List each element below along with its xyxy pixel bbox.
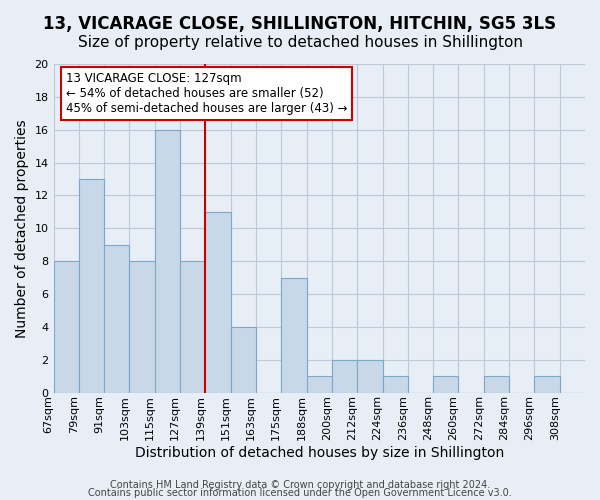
Bar xyxy=(155,130,180,392)
Bar xyxy=(332,360,357,392)
Text: Contains HM Land Registry data © Crown copyright and database right 2024.: Contains HM Land Registry data © Crown c… xyxy=(110,480,490,490)
Bar xyxy=(281,278,307,392)
Bar xyxy=(205,212,230,392)
Bar xyxy=(357,360,383,392)
Bar xyxy=(104,244,130,392)
Bar xyxy=(79,179,104,392)
Bar xyxy=(484,376,509,392)
Text: Contains public sector information licensed under the Open Government Licence v3: Contains public sector information licen… xyxy=(88,488,512,498)
X-axis label: Distribution of detached houses by size in Shillington: Distribution of detached houses by size … xyxy=(134,446,504,460)
Bar xyxy=(130,261,155,392)
Bar xyxy=(383,376,408,392)
Text: Size of property relative to detached houses in Shillington: Size of property relative to detached ho… xyxy=(77,35,523,50)
Text: 13 VICARAGE CLOSE: 127sqm
← 54% of detached houses are smaller (52)
45% of semi-: 13 VICARAGE CLOSE: 127sqm ← 54% of detac… xyxy=(66,72,347,115)
Bar xyxy=(53,261,79,392)
Bar xyxy=(433,376,458,392)
Text: 13, VICARAGE CLOSE, SHILLINGTON, HITCHIN, SG5 3LS: 13, VICARAGE CLOSE, SHILLINGTON, HITCHIN… xyxy=(43,15,557,33)
Y-axis label: Number of detached properties: Number of detached properties xyxy=(15,119,29,338)
Bar xyxy=(230,327,256,392)
Bar xyxy=(307,376,332,392)
Bar xyxy=(180,261,205,392)
Bar xyxy=(535,376,560,392)
